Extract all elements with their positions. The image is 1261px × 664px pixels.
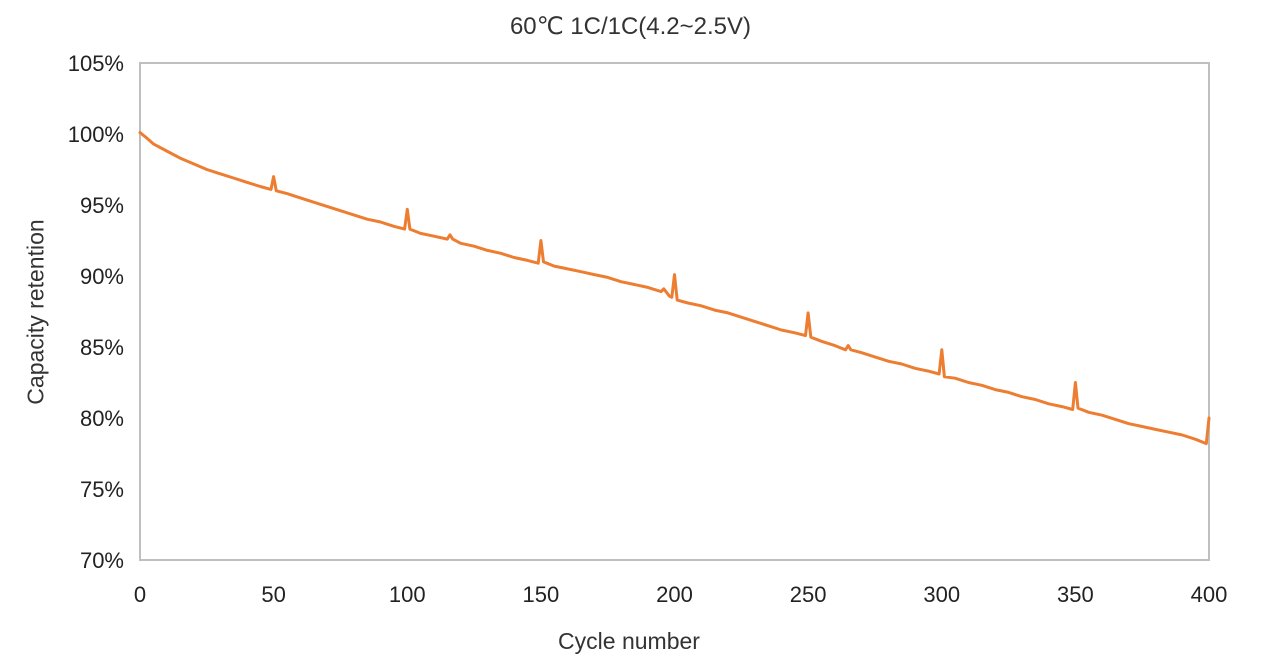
x-tick-label: 250 bbox=[790, 582, 827, 607]
x-tick-label: 400 bbox=[1191, 582, 1228, 607]
y-tick-label: 105% bbox=[68, 51, 124, 76]
y-tick-label: 85% bbox=[80, 335, 124, 360]
x-tick-label: 150 bbox=[523, 582, 560, 607]
y-tick-label: 100% bbox=[68, 122, 124, 147]
y-tick-label: 80% bbox=[80, 406, 124, 431]
x-axis-ticks: 0 50 100 150 200 250 300 350 400 bbox=[134, 582, 1227, 607]
y-tick-label: 75% bbox=[80, 477, 124, 502]
x-axis-label: Cycle number bbox=[558, 628, 700, 654]
y-tick-label: 70% bbox=[80, 548, 124, 573]
x-tick-label: 300 bbox=[923, 582, 960, 607]
y-axis-ticks: 70% 75% 80% 85% 90% 95% 100% 105% bbox=[68, 51, 124, 573]
plot-area-frame bbox=[139, 62, 1210, 561]
y-tick-label: 90% bbox=[80, 264, 124, 289]
x-tick-label: 100 bbox=[389, 582, 426, 607]
chart-title: 60℃ 1C/1C(4.2~2.5V) bbox=[509, 13, 752, 40]
capacity-retention-series-line bbox=[138, 131, 1211, 446]
x-tick-label: 0 bbox=[134, 582, 146, 607]
x-tick-label: 200 bbox=[656, 582, 693, 607]
x-tick-label: 50 bbox=[261, 582, 285, 607]
y-tick-label: 95% bbox=[80, 193, 124, 218]
x-tick-label: 350 bbox=[1057, 582, 1094, 607]
